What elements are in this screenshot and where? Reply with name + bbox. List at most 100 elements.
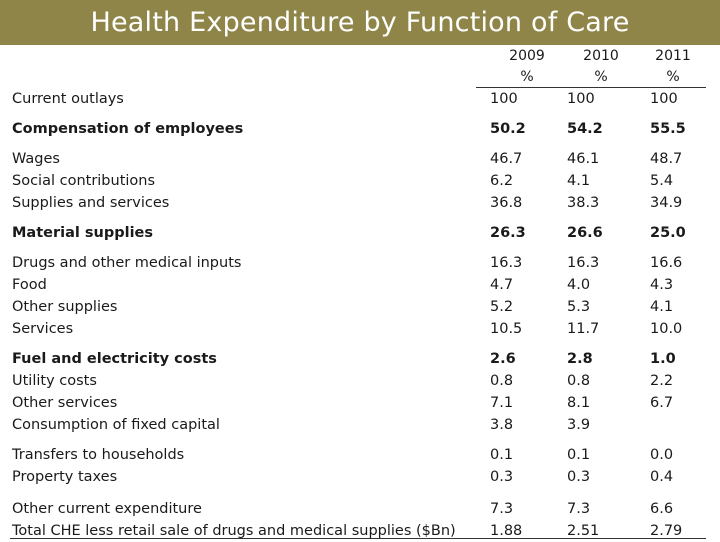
- cell-value-2010: 5.3: [567, 299, 591, 315]
- cell-value-2010: 16.3: [567, 255, 600, 271]
- row-label: Utility costs: [12, 373, 97, 389]
- cell-value-2011: 48.7: [650, 151, 683, 167]
- table-row: Consumption of fixed capital 3.8 3.9: [10, 414, 706, 436]
- table-row: Other supplies 5.2 5.3 4.1: [10, 296, 706, 318]
- page-title: Health Expenditure by Function of Care: [90, 7, 630, 38]
- cell-value-2011: 6.7: [650, 395, 674, 411]
- row-label: Other supplies: [12, 299, 118, 315]
- table-row: Current outlays 100 100 100: [10, 88, 706, 110]
- cell-value-2011: 16.6: [650, 255, 683, 271]
- group-spacer: [10, 436, 706, 444]
- cell-value-2011: 2.2: [650, 373, 674, 389]
- cell-value-2010: 8.1: [567, 395, 591, 411]
- cell-value-2009: 26.3: [490, 225, 526, 241]
- cell-value-2011: 6.6: [650, 501, 674, 517]
- cell-value-2011: 0.4: [650, 469, 674, 485]
- cell-value-2011: 34.9: [650, 195, 683, 211]
- cell-value-2010: 2.8: [567, 351, 593, 367]
- cell-value-2010: 0.3: [567, 469, 591, 485]
- table-bottom-divider: [10, 538, 706, 539]
- year-label: 2011: [655, 48, 691, 64]
- cell-value-2011: 2.79: [650, 523, 683, 539]
- group-spacer: [10, 244, 706, 252]
- table-row: Property taxes 0.3 0.3 0.4: [10, 466, 706, 488]
- cell-value-2011: 4.1: [650, 299, 674, 315]
- table-row: Transfers to households 0.1 0.1 0.0: [10, 444, 706, 466]
- cell-value-2009: 5.2: [490, 299, 514, 315]
- row-label: Drugs and other medical inputs: [12, 255, 242, 271]
- cell-value-2010: 4.1: [567, 173, 591, 189]
- title-banner: Health Expenditure by Function of Care: [0, 0, 720, 45]
- row-label: Food: [12, 277, 47, 293]
- cell-value-2011: 10.0: [650, 321, 683, 337]
- group-spacer: [10, 488, 706, 498]
- row-label: Transfers to households: [12, 447, 185, 463]
- cell-value-2009: 4.7: [490, 277, 514, 293]
- row-label: Property taxes: [12, 469, 118, 485]
- table-row: Services 10.5 11.7 10.0: [10, 318, 706, 340]
- cell-value-2010: 54.2: [567, 121, 603, 137]
- row-label: Fuel and electricity costs: [12, 351, 217, 367]
- table-row: Utility costs 0.8 0.8 2.2: [10, 370, 706, 392]
- row-label: Material supplies: [12, 225, 154, 241]
- cell-value-2010: 11.7: [567, 321, 600, 337]
- table-row: Drugs and other medical inputs 16.3 16.3 16…: [10, 252, 706, 274]
- cell-value-2009: 0.3: [490, 469, 514, 485]
- cell-value-2010: 38.3: [567, 195, 600, 211]
- unit-label: %: [520, 69, 534, 85]
- table-header: 2009 % 2010 % 2011 %: [10, 46, 706, 88]
- row-label: Supplies and services: [12, 195, 170, 211]
- cell-value-2009: 2.6: [490, 351, 516, 367]
- table-row: Other current expenditure 7.3 7.3 6.6: [10, 498, 706, 520]
- row-label: Wages: [12, 151, 60, 167]
- table-body: Current outlays 100 100 100 Compensation of …: [10, 88, 706, 542]
- group-spacer: [10, 110, 706, 118]
- cell-value-2011: 0.0: [650, 447, 674, 463]
- year-label: 2010: [583, 48, 619, 64]
- cell-value-2009: 46.7: [490, 151, 523, 167]
- cell-value-2011: 100: [650, 91, 678, 107]
- cell-value-2009: 3.8: [490, 417, 514, 433]
- column-header-2009: 2009 %: [487, 46, 567, 88]
- cell-value-2010: 0.1: [567, 447, 591, 463]
- row-label: Consumption of fixed capital: [12, 417, 220, 433]
- cell-value-2010: 3.9: [567, 417, 591, 433]
- table-row: Social contributions 6.2 4.1 5.4: [10, 170, 706, 192]
- cell-value-2011: 55.5: [650, 121, 686, 137]
- cell-value-2009: 36.8: [490, 195, 523, 211]
- cell-value-2009: 7.3: [490, 501, 514, 517]
- cell-value-2011: 25.0: [650, 225, 686, 241]
- cell-value-2009: 16.3: [490, 255, 523, 271]
- cell-value-2010: 4.0: [567, 277, 591, 293]
- column-header-2011: 2011 %: [633, 46, 713, 88]
- cell-value-2009: 1.88: [490, 523, 523, 539]
- cell-value-2010: 0.8: [567, 373, 591, 389]
- cell-value-2009: 0.1: [490, 447, 514, 463]
- cell-value-2009: 50.2: [490, 121, 526, 137]
- cell-value-2009: 6.2: [490, 173, 514, 189]
- cell-value-2011: 5.4: [650, 173, 674, 189]
- table-row: Food 4.7 4.0 4.3: [10, 274, 706, 296]
- table-row: Compensation of employees 50.2 54.2 55.5: [10, 118, 706, 140]
- group-spacer: [10, 140, 706, 148]
- header-divider: [476, 87, 706, 88]
- year-label: 2009: [509, 48, 545, 64]
- group-spacer: [10, 340, 706, 348]
- row-label: Current outlays: [12, 91, 124, 107]
- row-label: Other current expenditure: [12, 501, 202, 517]
- table-row: Other services 7.1 8.1 6.7: [10, 392, 706, 414]
- row-label: Compensation of employees: [12, 121, 244, 137]
- cell-value-2011: 4.3: [650, 277, 674, 293]
- table-row: Supplies and services 36.8 38.3 34.9: [10, 192, 706, 214]
- row-label: Other services: [12, 395, 118, 411]
- table-row: Fuel and electricity costs 2.6 2.8 1.0: [10, 348, 706, 370]
- row-label: Services: [12, 321, 74, 337]
- cell-value-2009: 7.1: [490, 395, 514, 411]
- cell-value-2010: 7.3: [567, 501, 591, 517]
- row-label: Total CHE less retail sale of drugs and …: [12, 523, 456, 539]
- cell-value-2009: 0.8: [490, 373, 514, 389]
- row-label: Social contributions: [12, 173, 156, 189]
- cell-value-2011: 1.0: [650, 351, 676, 367]
- cell-value-2010: 26.6: [567, 225, 603, 241]
- unit-label: %: [594, 69, 608, 85]
